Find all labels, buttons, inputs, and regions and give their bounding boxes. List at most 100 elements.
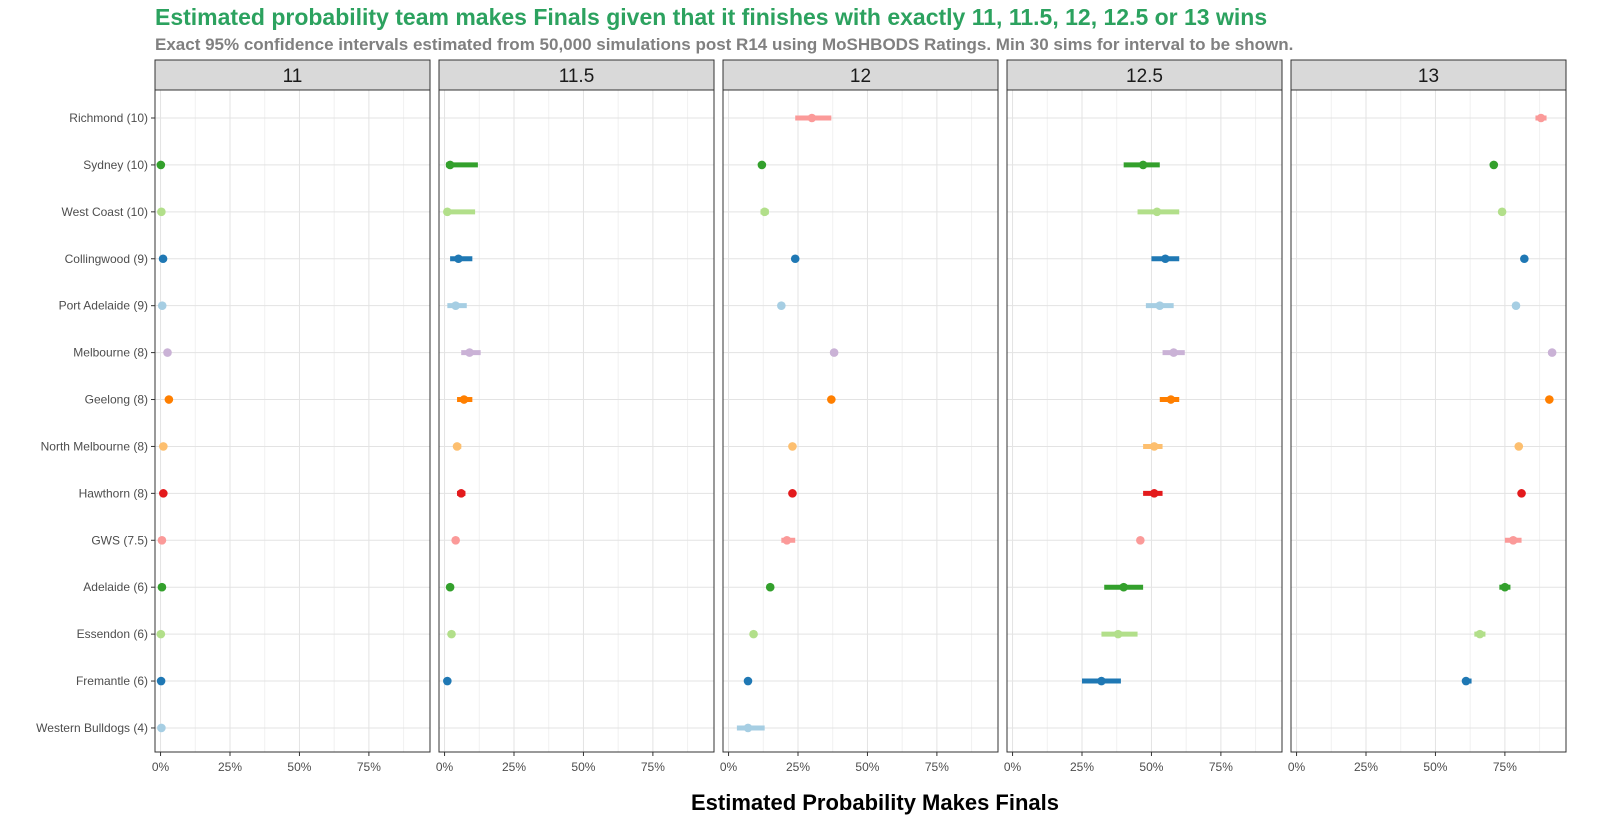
point-estimate xyxy=(156,629,166,639)
point-estimate xyxy=(1149,489,1159,498)
point-estimate xyxy=(158,254,168,264)
y-tick-label: Port Adelaide (9) xyxy=(59,299,148,313)
x-tick-label: 50% xyxy=(855,760,879,774)
y-tick-label: Geelong (8) xyxy=(85,393,148,407)
point-estimate xyxy=(159,489,168,498)
facet-panel-border xyxy=(722,89,999,753)
point-estimate xyxy=(1113,629,1123,639)
point-estimate xyxy=(447,629,456,639)
y-tick-label: West Coast (10) xyxy=(62,205,148,219)
point-estimate xyxy=(1547,348,1557,357)
y-tick-label: Essendon (6) xyxy=(77,627,148,641)
x-tick-label: 75% xyxy=(1493,760,1517,774)
x-tick-label: 0% xyxy=(1288,760,1306,774)
point-estimate xyxy=(1517,489,1526,498)
point-estimate xyxy=(749,629,758,639)
point-estimate xyxy=(765,582,775,592)
chart-title: Estimated probability team makes Finals … xyxy=(155,4,1268,30)
y-tick-label: Adelaide (6) xyxy=(83,580,148,594)
point-estimate xyxy=(829,348,839,357)
point-estimate xyxy=(743,676,753,686)
point-estimate xyxy=(443,676,452,686)
x-tick-label: 75% xyxy=(357,760,381,774)
point-estimate xyxy=(827,395,836,404)
point-estimate xyxy=(1461,676,1471,686)
y-tick-label: Melbourne (8) xyxy=(73,346,148,360)
point-estimate xyxy=(159,442,168,451)
point-estimate xyxy=(454,254,463,264)
point-estimate xyxy=(1536,113,1546,123)
y-tick-label: Collingwood (9) xyxy=(65,252,148,266)
point-estimate xyxy=(157,723,166,733)
point-estimate xyxy=(743,723,753,733)
point-estimate xyxy=(807,113,817,123)
x-tick-label: 0% xyxy=(152,760,170,774)
point-estimate xyxy=(1152,207,1162,217)
point-estimate xyxy=(1169,348,1178,357)
point-estimate xyxy=(1545,395,1554,404)
x-tick-label: 25% xyxy=(502,760,526,774)
point-estimate xyxy=(156,160,166,170)
point-estimate xyxy=(777,301,786,310)
point-estimate xyxy=(1138,160,1148,170)
facet-panel-border xyxy=(438,89,715,753)
facet-strip xyxy=(1006,59,1283,91)
point-estimate xyxy=(757,160,767,170)
point-estimate xyxy=(157,301,167,310)
chart-subtitle: Exact 95% confidence intervals estimated… xyxy=(155,35,1294,54)
y-tick-label: North Melbourne (8) xyxy=(41,439,148,453)
facet-strip xyxy=(438,59,715,91)
facet-panel-border xyxy=(154,89,431,753)
point-estimate xyxy=(1475,629,1485,639)
y-tick-label: Richmond (10) xyxy=(69,111,148,125)
x-axis-label: Estimated Probability Makes Finals xyxy=(690,790,1059,815)
point-estimate xyxy=(1097,676,1106,686)
x-tick-label: 25% xyxy=(218,760,242,774)
x-tick-label: 50% xyxy=(1139,760,1163,774)
y-tick-label: Hawthorn (8) xyxy=(79,486,148,500)
point-estimate xyxy=(456,489,466,498)
point-estimate xyxy=(157,582,167,592)
point-estimate xyxy=(1161,254,1170,264)
point-estimate xyxy=(156,676,166,686)
x-tick-label: 50% xyxy=(1423,760,1447,774)
x-tick-label: 25% xyxy=(1070,760,1094,774)
point-estimate xyxy=(782,535,792,545)
y-tick-label: GWS (7.5) xyxy=(91,533,148,547)
point-estimate xyxy=(157,207,166,217)
facet-strip-label: 11.5 xyxy=(559,66,595,87)
facet-strip-label: 12 xyxy=(850,66,871,87)
x-tick-label: 0% xyxy=(436,760,454,774)
point-estimate xyxy=(1149,442,1159,451)
x-tick-label: 75% xyxy=(641,760,665,774)
point-estimate xyxy=(465,348,474,357)
point-estimate xyxy=(1511,301,1521,310)
x-tick-label: 0% xyxy=(720,760,738,774)
y-tick-label: Sydney (10) xyxy=(83,158,148,172)
point-estimate xyxy=(445,582,455,592)
point-estimate xyxy=(163,348,172,357)
y-tick-label: Fremantle (6) xyxy=(76,674,148,688)
point-estimate xyxy=(788,489,797,498)
point-estimate xyxy=(443,207,452,217)
point-estimate xyxy=(788,442,797,451)
point-estimate xyxy=(452,442,462,451)
facet-strip-label: 13 xyxy=(1418,66,1439,87)
x-tick-label: 0% xyxy=(1004,760,1022,774)
point-estimate xyxy=(1136,535,1145,545)
point-estimate xyxy=(1155,301,1165,310)
point-estimate xyxy=(1489,160,1499,170)
x-tick-label: 25% xyxy=(1354,760,1378,774)
y-tick-label: Western Bulldogs (4) xyxy=(36,721,148,735)
point-estimate xyxy=(459,395,469,404)
point-estimate xyxy=(1500,582,1510,592)
point-estimate xyxy=(1508,535,1518,545)
point-estimate xyxy=(790,254,800,264)
x-tick-label: 25% xyxy=(786,760,810,774)
point-estimate xyxy=(760,207,769,217)
point-estimate xyxy=(451,535,460,545)
point-estimate xyxy=(1497,207,1507,217)
point-estimate xyxy=(1119,582,1128,592)
point-estimate xyxy=(1514,442,1524,451)
